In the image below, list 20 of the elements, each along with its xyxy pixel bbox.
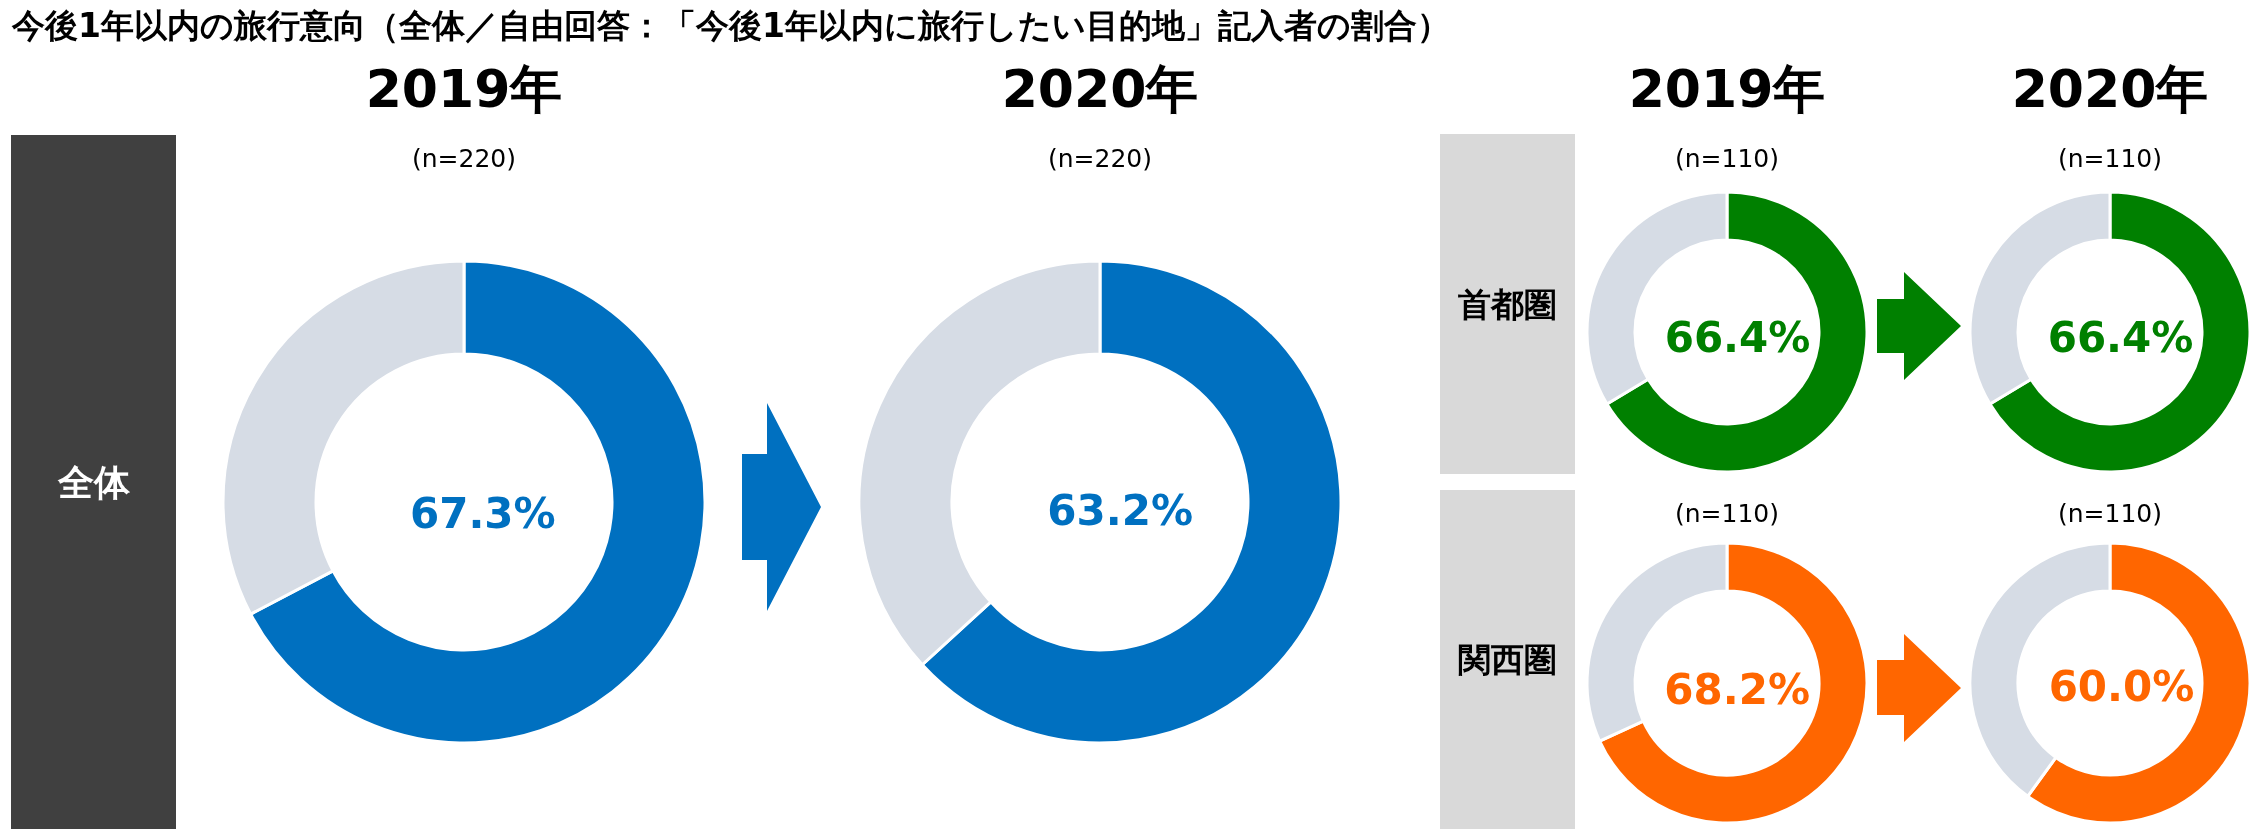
subtitle: (n=220) bbox=[1048, 143, 1152, 173]
annotation: 全体 bbox=[57, 461, 130, 503]
value-label: 63.2% bbox=[1047, 486, 1193, 536]
subtitle: (n=110) bbox=[1675, 143, 1779, 173]
subtitle: (n=110) bbox=[2058, 498, 2162, 528]
subtitle: (n=220) bbox=[412, 143, 516, 173]
title: 2019年 bbox=[365, 59, 563, 119]
value-label: 67.3% bbox=[409, 488, 556, 538]
value-label: 66.4% bbox=[1664, 313, 1811, 363]
value-label: 66.4% bbox=[2047, 313, 2194, 363]
subtitle: (n=110) bbox=[1675, 498, 1779, 528]
title: 2019年 bbox=[1628, 59, 1826, 119]
title: 今後1年以内の旅行意向（全体／自由回答：「今後1年以内に旅行したい目的地」記入者の割合） bbox=[12, 5, 1450, 45]
title: 2020年 bbox=[1001, 59, 1199, 119]
subtitle: (n=110) bbox=[2058, 143, 2162, 173]
annotation: 関西圏 bbox=[1458, 640, 1557, 679]
value-label: 68.2% bbox=[1664, 665, 1811, 715]
title: 2020年 bbox=[2011, 59, 2209, 119]
value-label: 60.0% bbox=[2048, 662, 2195, 712]
annotation: 首都圏 bbox=[1458, 284, 1557, 324]
